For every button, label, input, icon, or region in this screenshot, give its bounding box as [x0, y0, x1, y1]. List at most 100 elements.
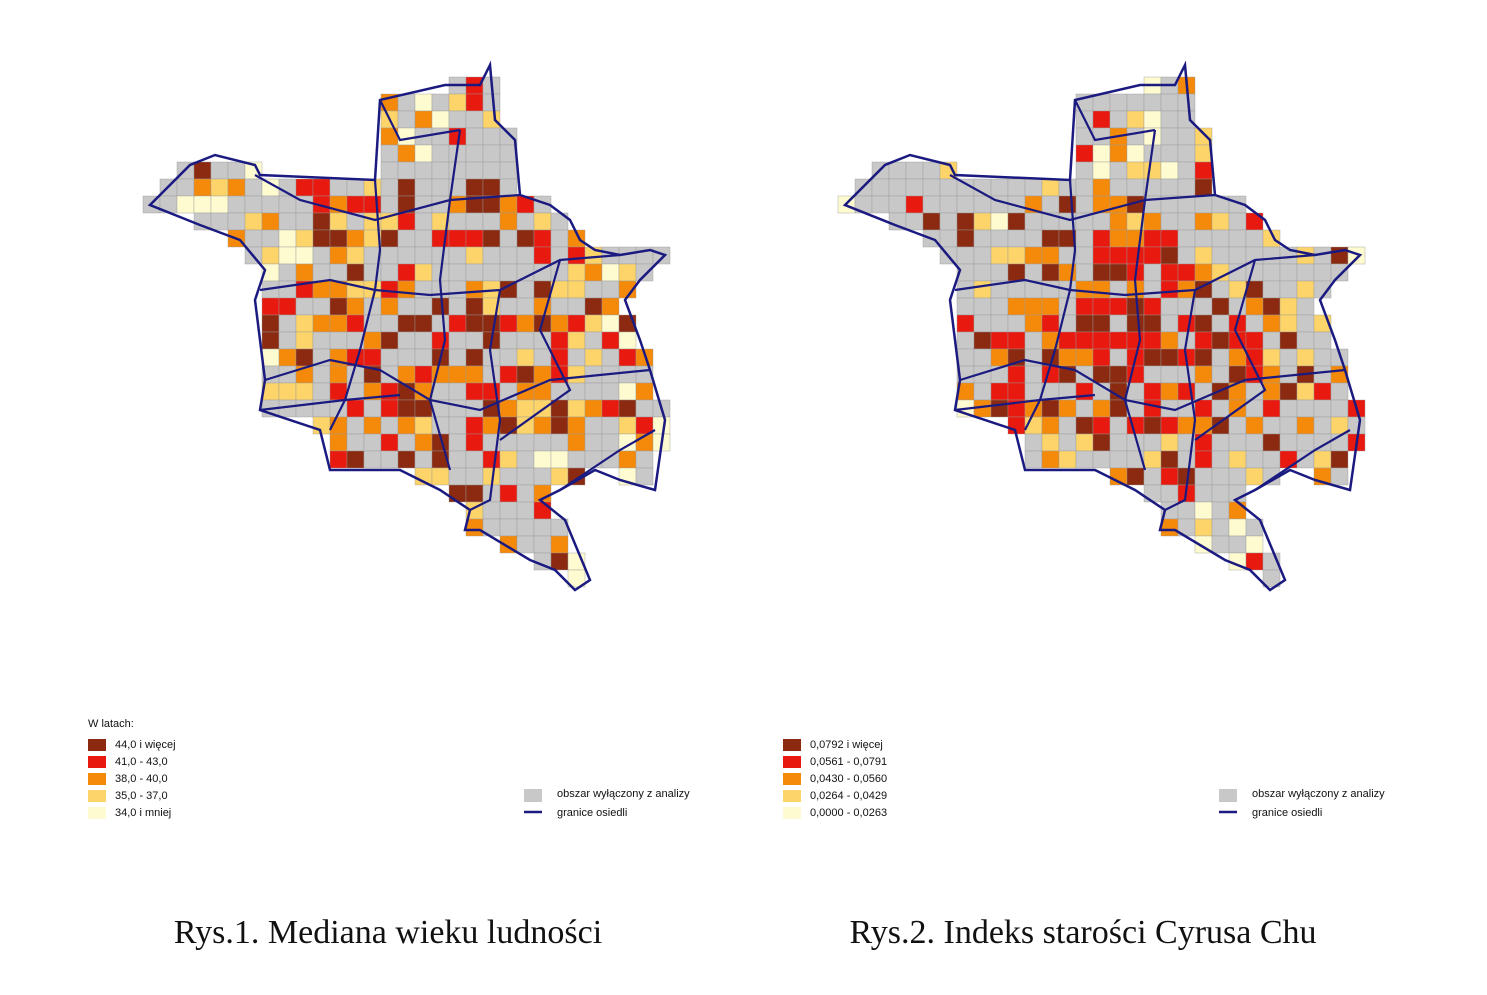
grid-cell — [973, 331, 992, 350]
grid-cell — [1109, 93, 1128, 112]
grid-cell — [1262, 433, 1281, 452]
grid-cell — [1109, 348, 1128, 367]
grid-cell — [1143, 484, 1162, 503]
grid-cell — [329, 365, 348, 384]
grid-cell — [1007, 314, 1026, 333]
grid-cell — [973, 382, 992, 401]
grid-cell — [414, 93, 433, 112]
district-boundary — [259, 393, 401, 412]
grid-cell — [261, 331, 280, 350]
grid-cell — [550, 263, 569, 282]
grid-cell — [1058, 195, 1077, 214]
grid-cell — [1058, 178, 1077, 197]
grid-cell — [499, 348, 518, 367]
grid-cell — [448, 314, 467, 333]
grid-cell — [516, 535, 535, 554]
grid-cell — [990, 331, 1009, 350]
grid-cell — [1024, 382, 1043, 401]
grid-cell — [312, 263, 331, 282]
grid-cell — [533, 280, 552, 299]
grid-cell — [346, 297, 365, 316]
grid-cell — [1228, 501, 1247, 520]
grid-cell — [448, 433, 467, 452]
grid-cell — [1330, 263, 1349, 282]
grid-cell — [1245, 297, 1264, 316]
district-boundary — [329, 179, 382, 431]
grid-cell — [956, 246, 975, 265]
grid-cell — [431, 297, 450, 316]
grid-cell — [1262, 314, 1281, 333]
grid-cell — [652, 246, 671, 265]
grid-cell — [482, 161, 501, 180]
grid-cell — [278, 229, 297, 248]
grid-cell — [550, 416, 569, 435]
grid-cell — [516, 365, 535, 384]
grid-cell — [397, 348, 416, 367]
grid-cell — [312, 382, 331, 401]
grid-cell — [1177, 110, 1196, 129]
district-boundary — [959, 358, 1346, 412]
grid-cell — [1075, 416, 1094, 435]
legend-swatch — [88, 739, 106, 751]
grid-cell — [1228, 518, 1247, 537]
grid-cell — [1092, 161, 1111, 180]
grid-cell — [1330, 382, 1349, 401]
grid-cell — [1262, 348, 1281, 367]
grid-cell — [1228, 416, 1247, 435]
grid-cell — [1245, 467, 1264, 486]
grid-cell — [567, 331, 586, 350]
grid-cell — [990, 297, 1009, 316]
grid-cell — [990, 212, 1009, 231]
grid-cell — [244, 178, 263, 197]
grid-cell — [482, 314, 501, 333]
grid-cell — [397, 127, 416, 146]
grid-cell — [516, 467, 535, 486]
district-boundary — [1164, 289, 1197, 511]
grid-cell — [465, 127, 484, 146]
grid-cell — [465, 365, 484, 384]
grid-cell — [533, 229, 552, 248]
grid-cell — [227, 178, 246, 197]
grid-cell — [1194, 467, 1213, 486]
grid-cell — [635, 450, 654, 469]
district-boundary — [264, 358, 651, 412]
grid-cell — [380, 195, 399, 214]
grid-cell — [922, 178, 941, 197]
grid-cell — [584, 297, 603, 316]
grid-cell — [1126, 246, 1145, 265]
grid-cell — [973, 195, 992, 214]
grid-cell — [939, 212, 958, 231]
grid-cell — [922, 195, 941, 214]
district-boundary — [254, 174, 521, 222]
grid-cell — [295, 178, 314, 197]
grid-cell — [1279, 433, 1298, 452]
grid-cell — [1313, 331, 1332, 350]
grid-cell — [465, 382, 484, 401]
grid-cell — [635, 382, 654, 401]
grid-cell — [584, 450, 603, 469]
grid-cell — [1177, 212, 1196, 231]
grid-cell — [1245, 229, 1264, 248]
grid-cell — [1092, 416, 1111, 435]
grid-cell — [990, 246, 1009, 265]
grid-cell — [1109, 416, 1128, 435]
grid-cell — [261, 297, 280, 316]
grid-cell — [533, 518, 552, 537]
grid-cell — [1313, 263, 1332, 282]
grid-cell — [1109, 365, 1128, 384]
legend-label: 0,0000 - 0,0263 — [810, 807, 887, 819]
grid-cell — [1007, 212, 1026, 231]
grid-cell — [1330, 399, 1349, 418]
grid-cell — [397, 93, 416, 112]
grid-cell — [1160, 331, 1179, 350]
grid-cell — [465, 144, 484, 163]
grid-cell — [346, 263, 365, 282]
grid-cell — [1313, 365, 1332, 384]
grid-cell — [397, 263, 416, 282]
district-boundary — [379, 99, 461, 142]
grid-cell — [584, 314, 603, 333]
grid-cell — [1041, 229, 1060, 248]
grid-cell — [465, 93, 484, 112]
grid-cell — [550, 433, 569, 452]
